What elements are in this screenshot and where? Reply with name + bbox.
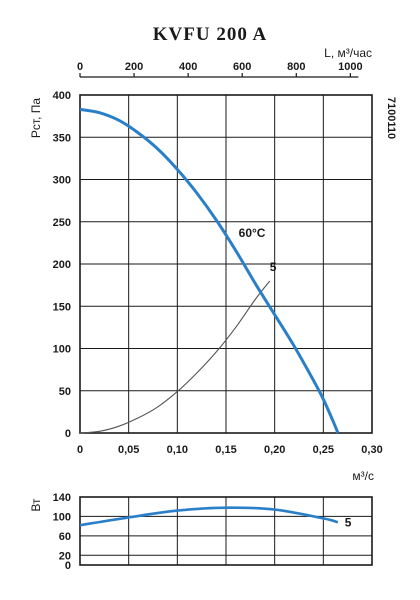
fan-curve-label: 60°C — [239, 226, 266, 240]
secondary-x-tick-label: 0 — [77, 61, 83, 73]
secondary-x-axis-label: L, м³/час — [324, 46, 372, 60]
secondary-x-tick-label: 1000 — [338, 61, 362, 73]
power-y-tick-label: 60 — [59, 531, 71, 543]
secondary-x-tick-label: 800 — [287, 61, 305, 73]
secondary-x-tick-label: 600 — [233, 61, 251, 73]
main-plot-grid — [79, 73, 373, 434]
plot-frame — [79, 94, 373, 434]
power-y-axis-label: Вт — [29, 498, 43, 512]
main-plot-curves — [79, 107, 340, 434]
chart-title: KVFU 200 A — [153, 24, 268, 45]
y-tick-label: 400 — [53, 90, 71, 102]
side-code: 7100110 — [385, 97, 397, 139]
power-y-tick-label: 0 — [65, 560, 71, 572]
y-tick-label: 50 — [59, 386, 71, 398]
x-tick-label: 0,10 — [167, 444, 188, 456]
x-tick-label: 0,20 — [264, 444, 285, 456]
y-tick-label: 350 — [53, 132, 71, 144]
power-y-tick-label: 20 — [59, 550, 71, 562]
x-axis-label: м³/с — [352, 469, 374, 483]
x-tick-label: 0,25 — [313, 444, 334, 456]
x-tick-label: 0,05 — [118, 444, 139, 456]
power-curve-label: 5 — [345, 515, 352, 529]
secondary-x-tick-label: 400 — [179, 61, 197, 73]
y-tick-label: 250 — [53, 217, 71, 229]
system-curve-line — [79, 280, 271, 434]
power-plot-labels: 020 60 100 140 Вт 5 — [29, 492, 352, 572]
y-tick-label: 100 — [53, 344, 71, 356]
y-tick-label: 200 — [53, 259, 71, 271]
y-axis-label: Рст, Па — [29, 98, 43, 138]
power-y-tick-label: 100 — [53, 511, 71, 523]
fan-curve-line — [79, 107, 340, 434]
main-plot-labels: 0 0,05 0,10 0,15 0,20 0,25 0,30050100150200250… — [29, 46, 397, 483]
y-tick-label: 0 — [65, 428, 71, 440]
system-curve-label: 5 — [270, 260, 277, 274]
x-tick-label: 0 — [77, 444, 83, 456]
power-plot-grid — [79, 496, 373, 566]
y-tick-label: 150 — [53, 301, 71, 313]
power-plot-frame — [79, 496, 373, 566]
secondary-x-tick-label: 200 — [125, 61, 143, 73]
power-plot-curves — [79, 506, 339, 527]
x-tick-label: 0,15 — [215, 444, 236, 456]
x-tick-label: 0,30 — [361, 444, 382, 456]
power-curve-line — [79, 506, 339, 527]
y-tick-label: 300 — [53, 175, 71, 187]
power-y-tick-label: 140 — [53, 492, 71, 504]
